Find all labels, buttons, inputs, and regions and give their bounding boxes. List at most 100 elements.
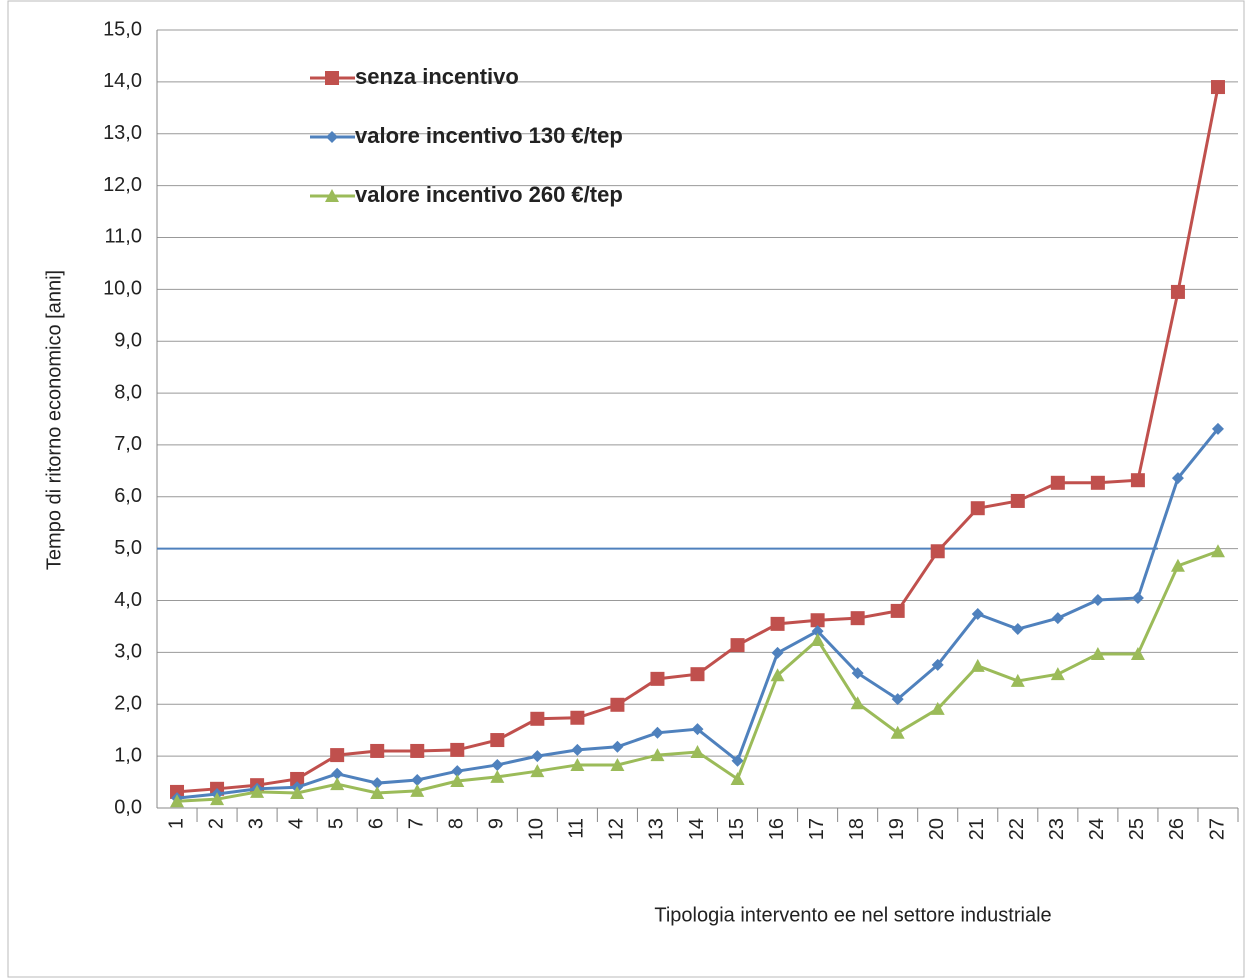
x-tick-label: 6 [365, 818, 387, 829]
marker [250, 784, 265, 798]
x-tick-label: 22 [1006, 818, 1028, 840]
y-tick-label: 12,0 [103, 174, 142, 196]
y-tick-label: 11,0 [105, 226, 142, 248]
legend-label: valore incentivo 260 €/tep [355, 182, 623, 207]
x-tick-label: 25 [1126, 818, 1148, 840]
marker [970, 501, 985, 516]
x-tick-label: 24 [1086, 818, 1108, 840]
marker [331, 767, 344, 780]
marker [770, 616, 785, 631]
marker [971, 608, 984, 621]
marker [570, 757, 585, 771]
x-tick-label: 17 [806, 818, 828, 840]
marker [851, 667, 864, 680]
marker [930, 701, 945, 715]
marker [531, 750, 544, 763]
marker [1130, 473, 1145, 488]
marker [570, 710, 585, 725]
x-tick-label: 26 [1166, 818, 1188, 840]
marker [1170, 558, 1185, 572]
marker [210, 792, 225, 806]
x-tick-label: 9 [486, 818, 508, 829]
marker [1090, 475, 1105, 490]
marker [970, 658, 985, 672]
y-tick-label: 6,0 [114, 485, 142, 507]
marker [410, 743, 425, 758]
x-tick-label: 18 [846, 818, 868, 840]
y-tick-label: 14,0 [103, 70, 142, 92]
marker [611, 740, 624, 753]
marker [170, 784, 185, 799]
marker [730, 638, 745, 653]
x-tick-label: 5 [325, 818, 347, 829]
marker [490, 733, 505, 748]
y-tick-label: 4,0 [114, 589, 142, 611]
marker [610, 757, 625, 771]
marker [1090, 646, 1105, 660]
legend-marker [325, 71, 339, 85]
marker [411, 773, 424, 786]
marker [1171, 472, 1184, 485]
marker [490, 769, 505, 783]
y-tick-label: 8,0 [114, 381, 142, 403]
marker [370, 743, 385, 758]
x-tick-label: 14 [686, 818, 708, 840]
marker [930, 544, 945, 559]
marker [1010, 673, 1025, 687]
marker [730, 771, 745, 785]
x-tick-label: 19 [886, 818, 908, 840]
marker [370, 785, 385, 799]
marker [771, 646, 784, 659]
x-tick-label: 21 [966, 818, 988, 840]
marker [850, 611, 865, 626]
marker [1091, 594, 1104, 607]
x-tick-label: 3 [245, 818, 267, 829]
legend-marker [326, 131, 338, 143]
legend-label: valore incentivo 130 €/tep [355, 123, 623, 148]
legend-marker [325, 189, 339, 202]
marker [890, 725, 905, 739]
marker [170, 794, 185, 808]
marker [1011, 623, 1024, 636]
y-axis-label: Tempo di ritorno economico [anni] [43, 270, 65, 570]
x-tick-label: 7 [406, 818, 428, 829]
x-tick-label: 2 [205, 818, 227, 829]
marker [931, 658, 944, 671]
x-tick-label: 10 [526, 818, 548, 840]
marker [1131, 591, 1144, 604]
marker [650, 671, 665, 686]
marker [810, 632, 825, 646]
x-tick-label: 8 [446, 818, 468, 829]
marker [1211, 422, 1224, 435]
y-tick-label: 13,0 [103, 122, 142, 144]
marker [530, 764, 545, 778]
y-tick-label: 3,0 [114, 641, 142, 663]
x-tick-label: 27 [1206, 818, 1228, 840]
marker [491, 758, 504, 771]
marker [650, 748, 665, 762]
marker [850, 696, 865, 710]
marker [1210, 544, 1225, 558]
y-tick-label: 2,0 [114, 693, 142, 715]
x-tick-label: 15 [726, 818, 748, 840]
marker [731, 754, 744, 767]
marker [811, 625, 824, 638]
x-tick-label: 20 [926, 818, 948, 840]
marker [371, 777, 384, 790]
y-tick-label: 5,0 [114, 537, 142, 559]
marker [451, 765, 464, 778]
marker [691, 723, 704, 736]
y-tick-label: 0,0 [114, 796, 142, 818]
marker [1050, 667, 1065, 681]
marker [330, 777, 345, 791]
x-tick-label: 4 [285, 818, 307, 829]
y-tick-label: 9,0 [114, 329, 142, 351]
marker [610, 697, 625, 712]
marker [891, 693, 904, 706]
x-tick-label: 13 [646, 818, 668, 840]
x-tick-label: 12 [606, 818, 628, 840]
marker [290, 785, 305, 799]
marker [1050, 475, 1065, 490]
marker [410, 783, 425, 797]
